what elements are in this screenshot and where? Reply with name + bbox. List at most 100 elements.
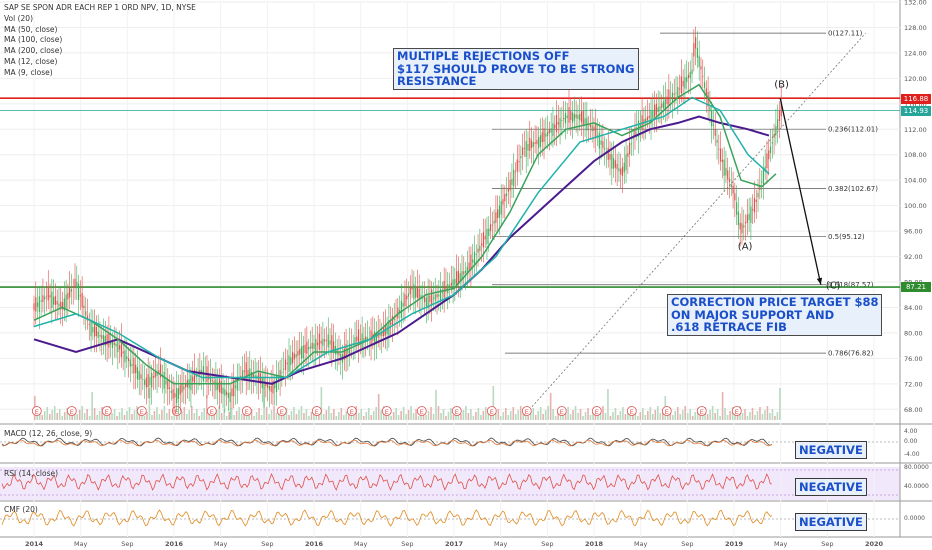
volume-bar [407, 410, 410, 420]
price-candle-body [72, 286, 74, 288]
earnings-marker [416, 406, 427, 416]
price-candle-body [534, 142, 536, 145]
volume-bar [81, 406, 83, 420]
price-candle-body [686, 77, 688, 82]
volume-bar [607, 389, 609, 420]
volume-bar [671, 415, 674, 420]
price-candle-body [530, 140, 533, 148]
price-candle-body [616, 163, 618, 170]
price-candle-body [400, 300, 402, 318]
indicator-tick-label: -4.00 [904, 451, 920, 458]
price-candle-body [69, 287, 71, 298]
volume-bar [544, 410, 547, 420]
price-candle-body [359, 338, 361, 340]
volume-bar [714, 413, 716, 420]
volume-bar [564, 411, 567, 420]
volume-bar [612, 412, 614, 420]
fib-level-label: 0.786(76.82) [828, 350, 874, 358]
volume-bar [143, 416, 146, 420]
price-candle-body [504, 194, 506, 202]
x-tick-label: 2018 [585, 540, 604, 548]
price-candle-body [281, 372, 283, 373]
price-candle-body [746, 214, 748, 223]
earnings-marker-label: E [280, 408, 284, 416]
price-candle-body [247, 370, 249, 375]
volume-bar [519, 406, 522, 420]
volume-bar [549, 393, 552, 420]
target-note-line: ON MAJOR SUPPORT AND [671, 307, 835, 322]
volume-bar [43, 411, 46, 420]
volume-bar [118, 412, 121, 420]
price-candle-body [725, 167, 727, 176]
volume-bar [761, 414, 764, 420]
price-candle-body [466, 266, 468, 275]
volume-bar [771, 409, 774, 420]
price-candle-body [36, 302, 39, 307]
price-candle-body [680, 76, 682, 94]
volume-bar [315, 415, 318, 420]
volume-bar [726, 415, 729, 420]
volume-bar [472, 416, 475, 420]
target-note-line: .618 RETRACE FIB [671, 320, 787, 334]
price-candle-body [764, 166, 766, 172]
volume-bar [275, 413, 278, 420]
price-candle-body [390, 322, 392, 325]
volume-bar [512, 407, 515, 420]
volume-bar [88, 416, 91, 420]
price-candle-body [434, 294, 436, 301]
volume-bar [101, 407, 103, 420]
price-candle-body [475, 253, 477, 255]
volume-bar [183, 407, 186, 420]
volume-bar [622, 407, 624, 420]
volume-bar [485, 407, 487, 420]
price-candle-body [497, 209, 499, 219]
price-candle-body [668, 89, 670, 106]
volume-bar [741, 413, 744, 420]
price-candle-body [641, 115, 643, 130]
earnings-marker-label: E [525, 408, 529, 416]
volume-bar [397, 415, 400, 420]
volume-bar [614, 408, 617, 420]
price-candle-body [233, 379, 235, 397]
y-tick-label: 76.00 [904, 355, 923, 363]
price-candle-body [768, 150, 770, 160]
price-candle-body [211, 380, 213, 382]
volume-bar [721, 392, 724, 420]
price-candle-body [646, 116, 649, 121]
price-candle-body [555, 115, 558, 132]
price-candle-body [691, 69, 693, 75]
target-note: CORRECTION PRICE TARGET $88 ON MAJOR SUP… [667, 294, 883, 336]
price-candle-body [741, 223, 743, 234]
price-candle-body [516, 159, 518, 172]
earnings-marker [276, 406, 287, 416]
price-candle-body [759, 185, 761, 191]
price-candle-body [245, 362, 247, 379]
volume-bar [66, 408, 68, 420]
volume-bar [754, 415, 756, 420]
volume-bar [343, 415, 345, 420]
volume-bar [36, 412, 39, 420]
volume-bar [450, 408, 452, 420]
x-tick-label: Sep [261, 540, 273, 548]
volume-bar [103, 414, 106, 420]
price-candle-body [571, 112, 574, 123]
volume-bar [240, 414, 243, 420]
price-candle-body [611, 154, 613, 169]
earnings-marker-label: E [630, 408, 634, 416]
rsi-negative-badge: NEGATIVE [795, 478, 867, 496]
price-candle-body [482, 232, 484, 248]
legend-title: SAP SE SPON ADR EACH REP 1 ORD NPV, 1D, … [4, 3, 196, 12]
earnings-marker-label: E [490, 408, 494, 416]
price-candle-body [547, 131, 549, 137]
volume-bar [260, 415, 263, 420]
volume-bar [654, 410, 657, 420]
price-candle-body [734, 193, 736, 201]
price-candle-body [575, 114, 577, 118]
volume-bar [497, 409, 500, 420]
price-candle-body [778, 110, 781, 122]
price-candle-body [111, 339, 114, 348]
price-candle-body [76, 282, 78, 289]
price-candle-body [181, 384, 183, 393]
price-candle-body [755, 199, 757, 202]
volume-bar [200, 412, 203, 420]
